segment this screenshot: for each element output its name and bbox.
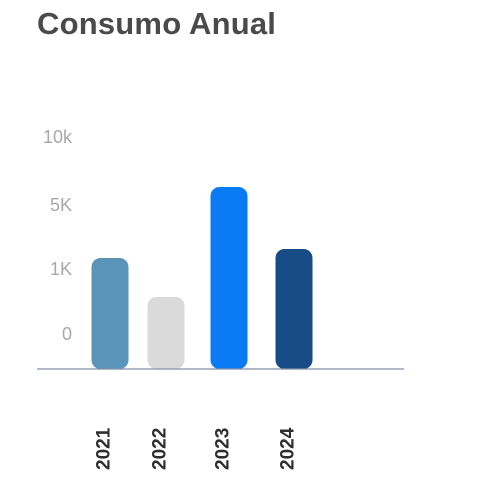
y-tick-label: 0 (62, 324, 72, 344)
bar-2021 (91, 258, 129, 369)
bar-2022 (147, 297, 185, 369)
x-tick-label: 2021 (94, 427, 115, 470)
chart-title: Consumo Anual (37, 6, 277, 41)
x-tick-label: 2024 (278, 427, 299, 470)
bars (91, 187, 313, 369)
y-tick-label: 10k (43, 127, 73, 147)
x-axis-labels: 2021 2022 2023 2024 (94, 427, 299, 470)
y-tick-label: 5K (50, 195, 72, 215)
x-tick-label: 2022 (150, 428, 171, 470)
y-tick-label: 1K (50, 259, 72, 279)
bar-2023 (210, 187, 248, 369)
x-tick-label: 2023 (213, 428, 234, 470)
bar-2024 (275, 249, 313, 369)
y-axis-ticks: 10k 5K 1K 0 (43, 127, 73, 344)
